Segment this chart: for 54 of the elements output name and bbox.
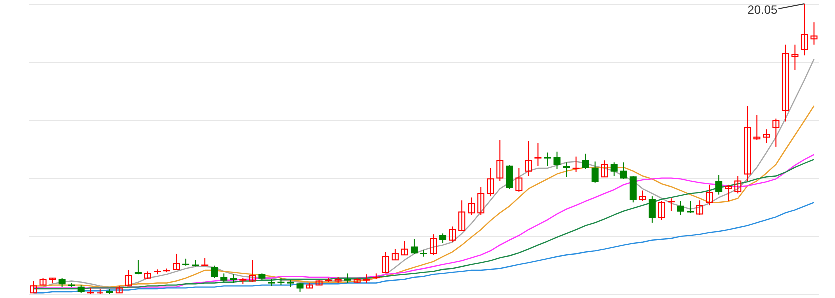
- annotation: 20.05: [748, 3, 778, 17]
- candlestick: [401, 241, 408, 256]
- candlestick: [506, 165, 514, 190]
- candlestick: [249, 260, 256, 283]
- candlestick: [754, 114, 761, 141]
- candlestick: [440, 233, 447, 244]
- candlestick: [582, 153, 590, 170]
- candlestick: [658, 200, 666, 221]
- candlestick: [630, 176, 637, 204]
- candlestick: [772, 118, 780, 148]
- candlestick: [30, 280, 38, 294]
- candlestick: [620, 162, 628, 180]
- candlestick: [744, 106, 752, 182]
- candlestick: [763, 129, 770, 144]
- candlestick: [610, 162, 618, 177]
- candlestick: [563, 162, 570, 178]
- candlestick: [716, 174, 723, 196]
- candlestick: [487, 168, 494, 198]
- candlestick: [202, 258, 209, 266]
- candlestick: [696, 200, 704, 216]
- candlestick: [554, 151, 561, 170]
- candlestick: [392, 248, 399, 261]
- candlestick: [572, 156, 580, 173]
- candlestick: [534, 142, 542, 167]
- candlestick: [478, 186, 485, 216]
- candlestick: [810, 22, 818, 46]
- candlestick: [125, 270, 132, 287]
- candlestick: [211, 265, 218, 279]
- candlestick: [458, 200, 466, 232]
- candlestick: [382, 252, 390, 274]
- candlestick: [592, 161, 599, 184]
- candlestick: [468, 197, 476, 216]
- candlestick: [687, 200, 694, 214]
- candlestick: [410, 238, 418, 254]
- candlestick: [449, 226, 456, 243]
- candlestick: [648, 196, 656, 224]
- candlestick: [430, 234, 438, 256]
- candlestick: [525, 140, 532, 177]
- candlestick: [173, 253, 180, 270]
- candlestick: [668, 198, 675, 212]
- candlestick: [544, 152, 552, 167]
- candlestick: [601, 160, 608, 178]
- candlestick: [639, 190, 646, 202]
- candlestick: [496, 140, 504, 182]
- candlestick: [516, 168, 523, 192]
- candlestick: [792, 44, 799, 71]
- candlestick: [134, 260, 142, 276]
- candlestick: [782, 44, 790, 122]
- candlestick: [725, 184, 732, 202]
- candlestick: [734, 176, 742, 194]
- candlestick: [344, 273, 352, 284]
- candlestick: [677, 200, 684, 216]
- candlestick: [801, 4, 808, 56]
- candlestick: [706, 184, 714, 206]
